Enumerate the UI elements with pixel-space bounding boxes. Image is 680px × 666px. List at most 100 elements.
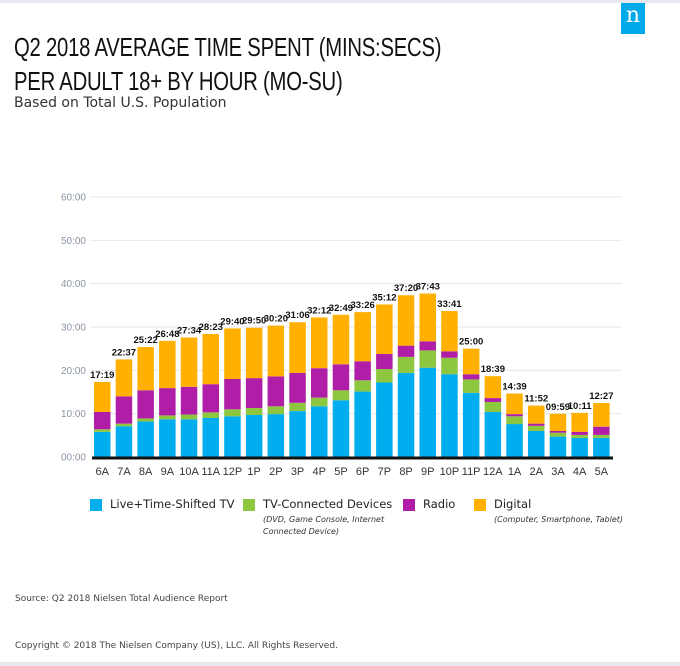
bar-segment-live-time-shifted-tv	[376, 382, 393, 457]
bar-group-3P	[289, 322, 306, 457]
bar-segment-radio	[332, 364, 350, 391]
total-label: 22:37	[112, 347, 136, 358]
x-tick-label: 6A	[96, 466, 110, 478]
bar-group-9A	[159, 340, 176, 457]
bar-segment-tv-connected-devices	[289, 402, 306, 412]
bar-segment-digital	[593, 403, 610, 427]
x-tick-label: 5P	[334, 466, 347, 478]
total-label: 26:48	[155, 329, 179, 340]
bar-segment-radio	[245, 378, 263, 409]
bar-segment-live-time-shifted-tv	[484, 411, 502, 457]
bar-segment-live-time-shifted-tv	[180, 419, 198, 457]
bar-segment-radio	[462, 374, 480, 380]
chart-title-line1: Q2 2018 AVERAGE TIME SPENT (MINS:SECS)	[14, 32, 442, 62]
bar-group-8A	[137, 347, 154, 457]
chart-title: Q2 2018 AVERAGE TIME SPENT (MINS:SECS) P…	[14, 30, 442, 98]
bar-segment-radio	[441, 351, 458, 358]
legend-label-tv-connected: TV-Connected Devices	[263, 497, 393, 511]
bar-segment-tv-connected-devices	[115, 423, 133, 427]
bar-group-2P	[267, 325, 285, 457]
total-label: 29:40	[220, 316, 244, 327]
bar-segment-live-time-shifted-tv	[441, 374, 458, 457]
total-label: 37:43	[416, 282, 440, 293]
total-label: 18:39	[481, 364, 505, 375]
bar-group-9P	[419, 293, 436, 457]
x-tick-label: 10A	[179, 466, 199, 478]
bar-group-4P	[311, 317, 328, 457]
bar-segment-tv-connected-devices	[376, 369, 393, 383]
total-label: 30:20	[264, 314, 288, 325]
bar-segment-live-time-shifted-tv	[397, 372, 415, 457]
bar-segment-digital	[441, 311, 458, 352]
x-tick-label: 1A	[508, 466, 522, 478]
bar-segment-tv-connected-devices	[441, 357, 458, 375]
bar-segment-radio	[289, 372, 306, 403]
y-tick-label: 10:00	[61, 409, 86, 420]
bar-segment-tv-connected-devices	[137, 418, 154, 422]
y-tick-label: 30:00	[61, 323, 86, 334]
bar-segment-tv-connected-devices	[180, 414, 198, 420]
bar-segment-tv-connected-devices	[159, 415, 176, 420]
x-tick-label: 7A	[117, 466, 131, 478]
bar-segment-radio	[419, 341, 436, 351]
total-labels: 17:19 22:3725:2226:4827:3428:2329:4029:50…	[90, 282, 613, 413]
bar-segment-digital	[376, 304, 393, 354]
top-border	[0, 0, 680, 3]
total-label: 35:12	[372, 292, 396, 303]
x-tick-label: 3A	[551, 466, 565, 478]
bar-segment-radio	[94, 411, 111, 430]
y-tick-label: 60:00	[61, 193, 86, 204]
bar-segment-radio	[267, 376, 285, 407]
bar-segment-radio	[549, 431, 567, 433]
bar-group-12A	[484, 376, 502, 457]
total-label: 09:59	[546, 402, 570, 413]
bar-segment-digital	[115, 359, 133, 397]
bar-group-6A	[94, 381, 111, 457]
x-tick-label: 11A	[201, 466, 220, 478]
bar-segment-radio	[180, 386, 198, 415]
bar-segment-live-time-shifted-tv	[311, 406, 328, 457]
legend-note-tv-connected: (DVD, Game Console, Internet Connected D…	[263, 515, 385, 536]
stacked-bar-chart: 00:00 10:00 20:00 30:00 40:00 50:00 60:00 6A 7A…	[61, 193, 622, 478]
y-tick-label: 50:00	[61, 236, 86, 247]
bar-segment-live-time-shifted-tv	[419, 367, 436, 457]
bar-segment-digital	[571, 412, 588, 432]
bar-segment-digital	[202, 334, 219, 385]
total-label: 33:26	[350, 300, 374, 311]
chart-subtitle: Based on Total U.S. Population	[14, 95, 227, 111]
total-label: 37:20	[394, 283, 418, 294]
bar-group-8P	[397, 295, 415, 457]
source-note: Source: Q2 2018 Nielsen Total Audience R…	[15, 594, 228, 604]
bar-segment-live-time-shifted-tv	[289, 411, 306, 457]
bar-segment-live-time-shifted-tv	[528, 431, 545, 457]
bar-segment-digital	[332, 314, 350, 365]
bar-segment-radio	[397, 345, 415, 357]
bar-segment-live-time-shifted-tv	[354, 391, 371, 457]
bar-group-3A	[549, 413, 567, 457]
bar-segment-digital	[245, 327, 263, 379]
total-label: 11:52	[524, 394, 548, 405]
x-tick-label: 8A	[139, 466, 153, 478]
x-tick-label: 8P	[399, 466, 412, 478]
legend-label-live-tv: Live+Time-Shifted TV	[110, 497, 235, 511]
total-label: 14:39	[502, 382, 526, 393]
bar-segment-tv-connected-devices	[593, 434, 610, 438]
bar-segment-live-time-shifted-tv	[94, 431, 111, 457]
x-tick-label: 7P	[378, 466, 391, 478]
bar-segment-live-time-shifted-tv	[137, 421, 154, 457]
x-tick-label: 4P	[313, 466, 326, 478]
bar-segment-radio	[376, 353, 393, 370]
nielsen-logo-icon: n	[621, 3, 645, 34]
bar-segment-tv-connected-devices	[94, 429, 111, 432]
bar-segment-digital	[94, 381, 111, 412]
bar-segment-live-time-shifted-tv	[571, 437, 588, 457]
bar-segment-digital	[549, 413, 567, 431]
total-label: 28:23	[199, 322, 223, 333]
x-tick-label: 12P	[223, 466, 243, 478]
bottom-border	[0, 662, 680, 666]
bar-segment-tv-connected-devices	[202, 412, 219, 418]
bar-segment-digital	[159, 340, 176, 389]
legend-swatch-live-tv	[90, 499, 102, 511]
bar-segment-live-time-shifted-tv	[224, 416, 241, 457]
bar-group-2A	[528, 405, 545, 457]
